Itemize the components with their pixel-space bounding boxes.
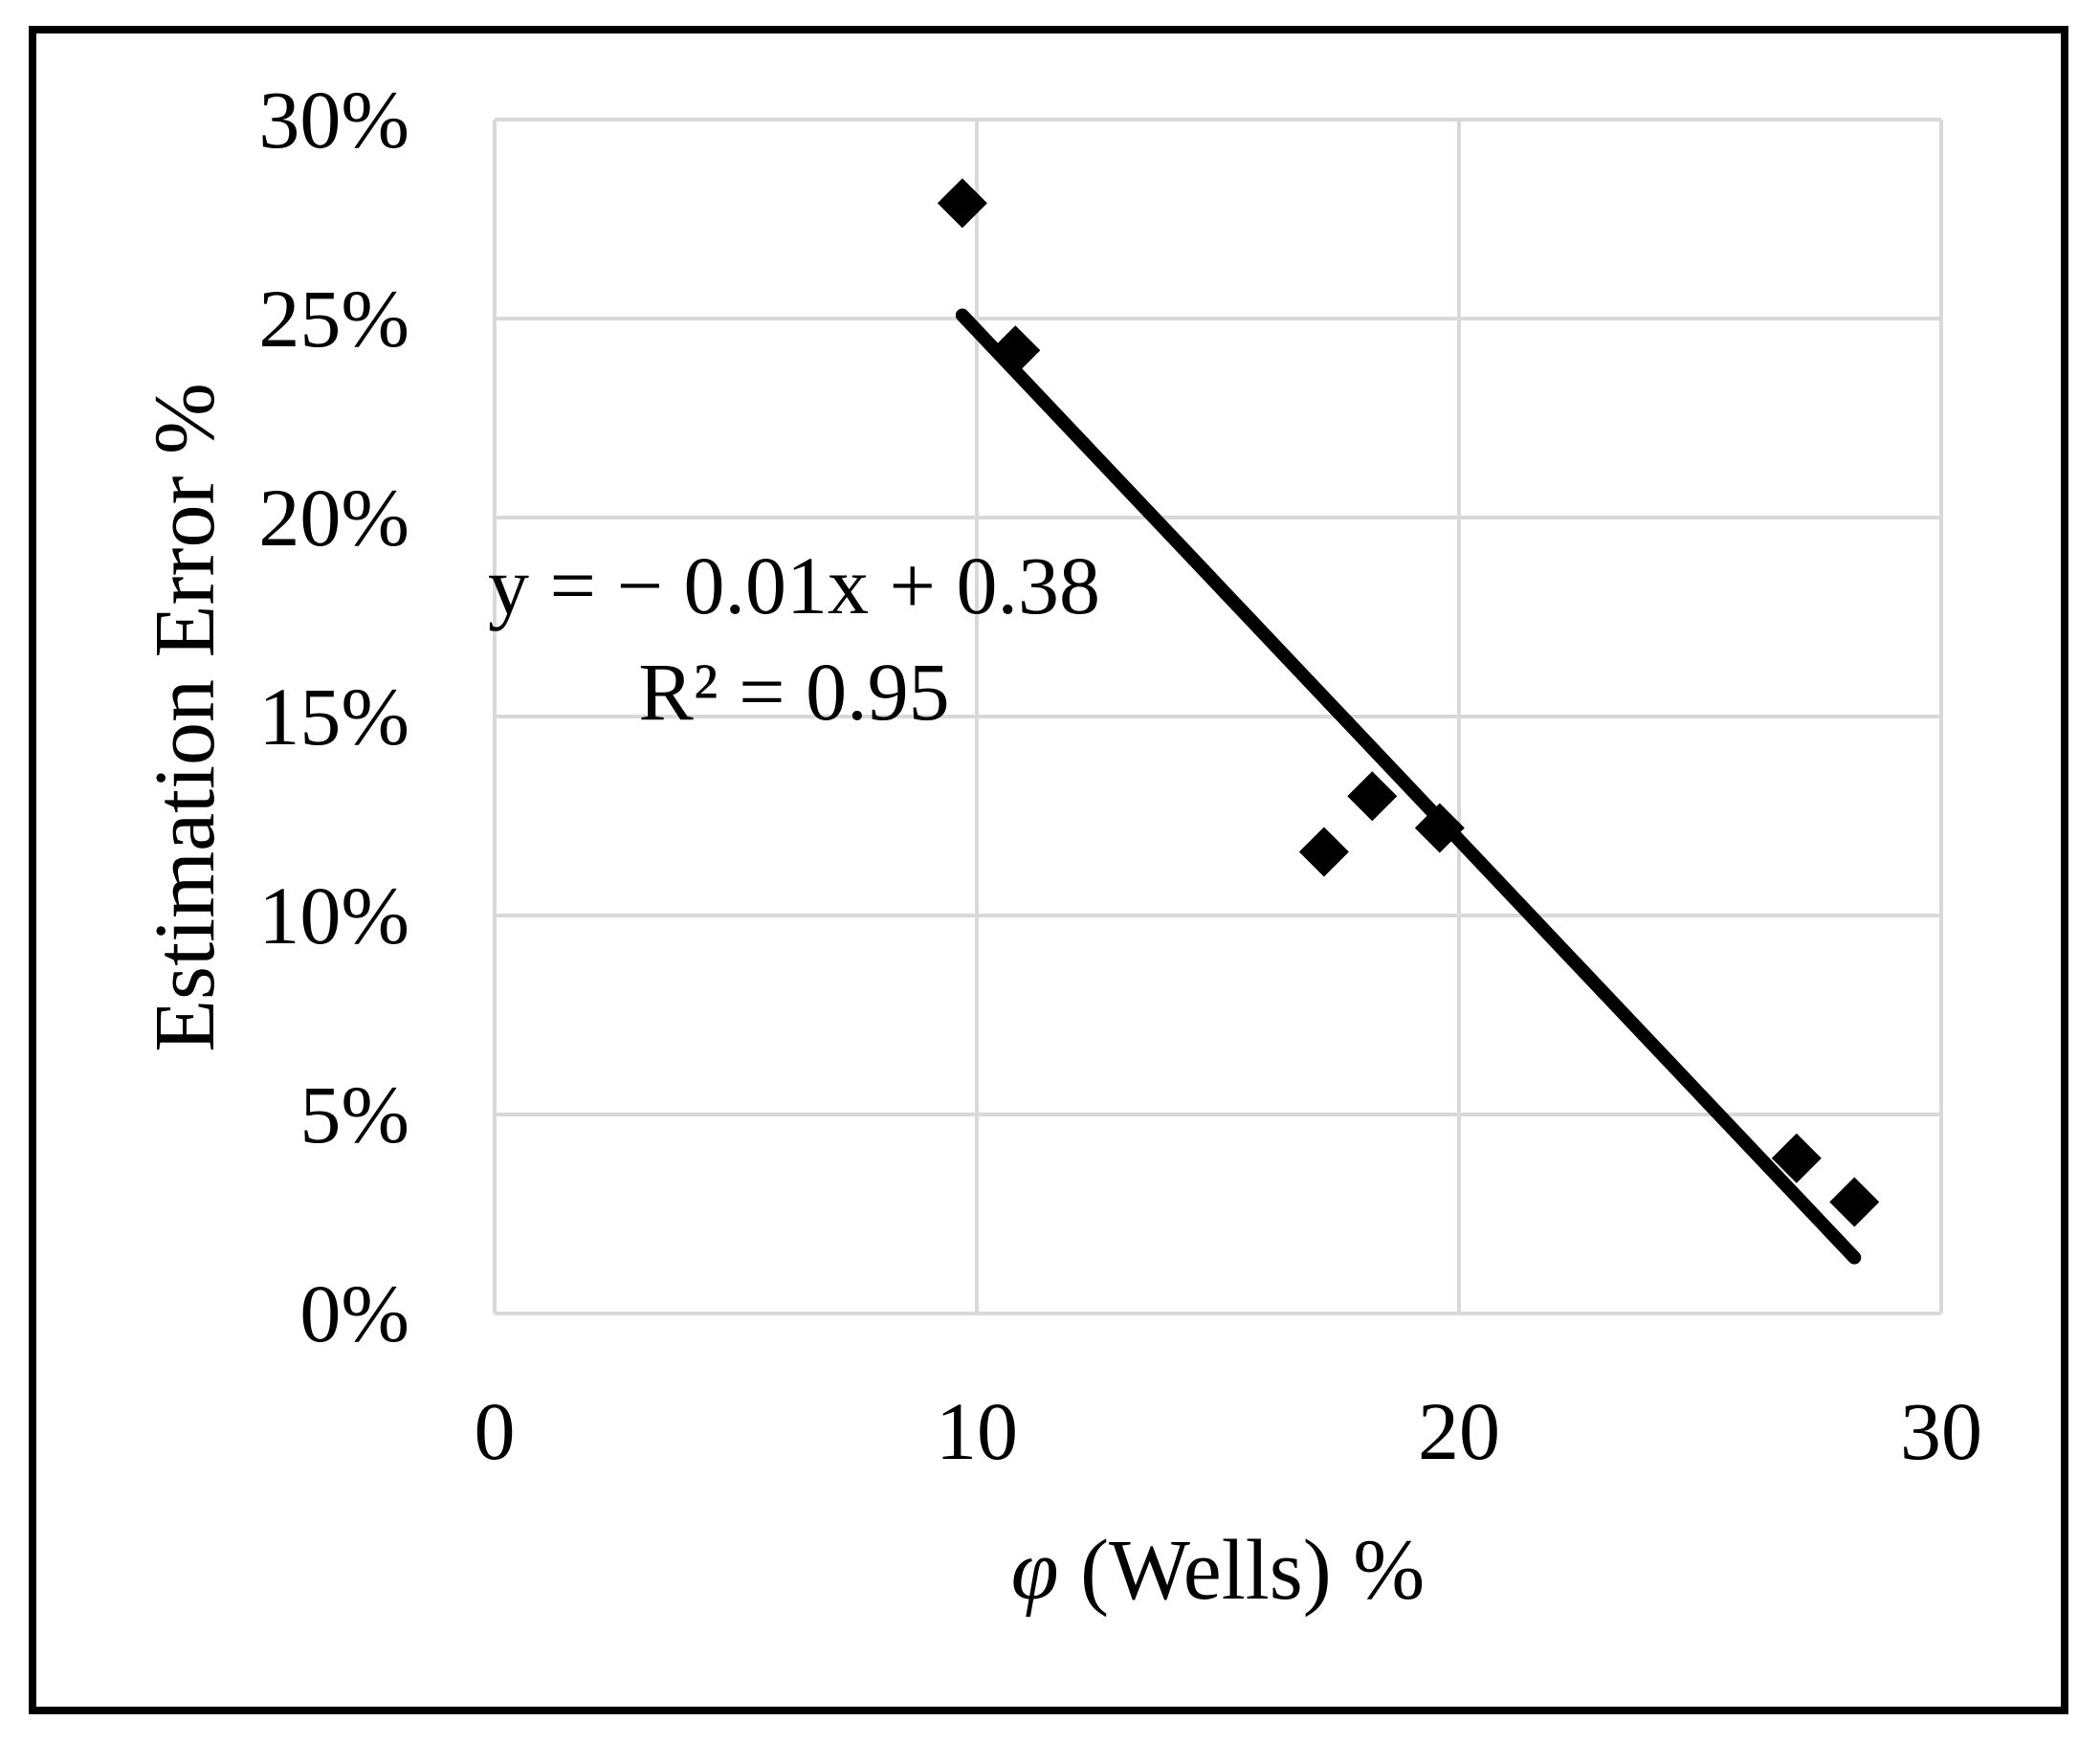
y-tick-label: 15% <box>258 671 409 762</box>
x-tick-label: 0 <box>474 1385 516 1477</box>
y-tick-label: 0% <box>299 1268 409 1359</box>
scatter-point <box>937 178 987 229</box>
y-axis-title: Estimation Error % <box>138 383 232 1052</box>
y-tick-label: 10% <box>258 870 409 961</box>
x-axis-title-text: (Wells) % <box>1080 1523 1426 1618</box>
y-tick-label: 25% <box>258 273 409 364</box>
scatter-point <box>1298 827 1349 877</box>
phi-symbol: φ <box>1010 1523 1059 1618</box>
trendline-annotation: y = − 0.01x + 0.38 R² = 0.95 <box>459 533 1129 745</box>
trend-line <box>955 308 1862 1265</box>
x-tick-label: 20 <box>1418 1385 1500 1477</box>
x-tick-label: 30 <box>1900 1385 1982 1477</box>
scatter-point <box>1347 771 1398 822</box>
scatter-point <box>1829 1177 1880 1227</box>
figure-border <box>29 26 2068 1714</box>
x-axis-title: φ (Wells) % <box>835 1528 1601 1614</box>
trendline-r-squared: R² = 0.95 <box>638 646 950 738</box>
trendline-equation: y = − 0.01x + 0.38 <box>487 540 1100 631</box>
y-tick-label: 20% <box>258 472 409 563</box>
y-tick-label: 5% <box>299 1069 409 1160</box>
scatter-point <box>1771 1133 1822 1183</box>
x-tick-label: 10 <box>936 1385 1018 1477</box>
y-tick-label: 30% <box>258 74 409 165</box>
